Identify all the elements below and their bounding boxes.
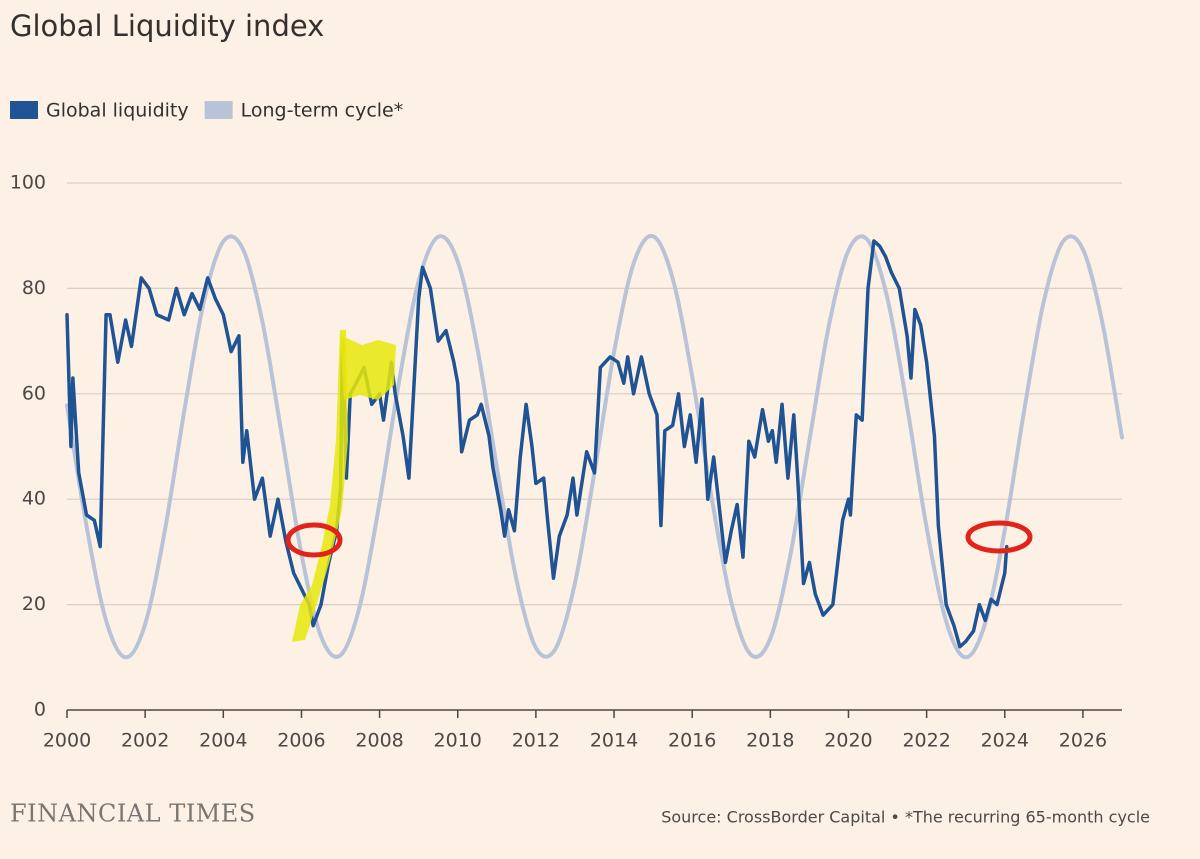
- x-tick-label: 2024: [981, 730, 1029, 752]
- y-tick-label: 20: [22, 593, 46, 615]
- legend: Global liquidity Long-term cycle*: [10, 100, 403, 122]
- chart-title: Global Liquidity index: [10, 9, 324, 43]
- x-tick-label: 2010: [434, 730, 482, 752]
- x-tick-label: 2014: [590, 730, 638, 752]
- x-tick-label: 2006: [277, 730, 325, 752]
- legend-swatch: [10, 101, 38, 119]
- x-tick-label: 2004: [199, 730, 247, 752]
- plot-area: [65, 233, 1124, 660]
- y-tick-label: 0: [34, 699, 46, 721]
- circle-mark: [285, 522, 343, 558]
- series-line: [65, 239, 1009, 649]
- x-tick-label: 2000: [43, 730, 91, 752]
- x-tick-label: 2008: [355, 730, 403, 752]
- legend-label: Long-term cycle*: [241, 100, 404, 122]
- source: Source: CrossBorder Capital • *The recur…: [661, 808, 1150, 827]
- x-tick-label: 2002: [121, 730, 169, 752]
- grid: 0 20 40 60 80 100 2000 2002 2004 2006 2008 2010 2012…: [10, 172, 1122, 752]
- brand: FINANCIAL TIMES: [10, 800, 256, 828]
- x-tick-label: 2016: [668, 730, 716, 752]
- x-tick-label: 2018: [746, 730, 794, 752]
- y-tick-label: 40: [22, 488, 46, 510]
- y-tick-label: 60: [22, 382, 46, 404]
- legend-label: Global liquidity: [46, 100, 189, 122]
- circle-mark: [965, 520, 1033, 554]
- x-tick-label: 2022: [902, 730, 950, 752]
- y-tick-label: 80: [22, 277, 46, 299]
- x-tick-label: 2026: [1059, 730, 1107, 752]
- x-tick-label: 2020: [824, 730, 872, 752]
- legend-swatch: [204, 101, 233, 119]
- highlight: [340, 335, 396, 400]
- hand-annotations: [285, 330, 1033, 642]
- x-tick-label: 2012: [512, 730, 560, 752]
- y-tick-label: 100: [10, 172, 46, 194]
